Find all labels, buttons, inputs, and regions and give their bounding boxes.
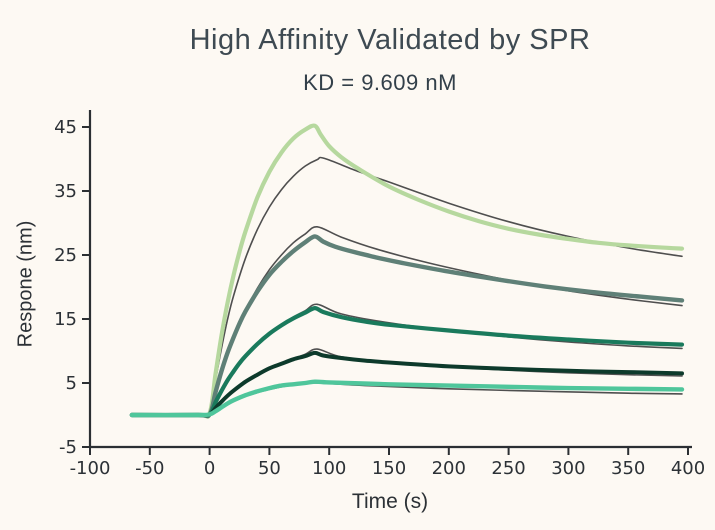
series-trace-1	[129, 123, 685, 419]
x-tick-label: 200	[432, 458, 466, 479]
series-trace-4	[129, 350, 684, 418]
y-tick-label: 25	[54, 245, 77, 266]
y-tick-label: -5	[59, 437, 77, 458]
series-fit-3	[208, 303, 683, 416]
series-trace-2	[129, 234, 685, 419]
x-tick-label: 300	[551, 458, 585, 479]
x-tick-label: 100	[312, 458, 346, 479]
x-tick-label: 50	[258, 458, 281, 479]
series-trace-3	[129, 306, 685, 418]
x-tick-label: 150	[372, 458, 406, 479]
axes	[88, 110, 692, 449]
tick-marks: -100 -50 0 50 100 150 200 250 300 350 400 -5 5 15 25 35…	[54, 117, 705, 479]
x-tick-label: 350	[611, 458, 645, 479]
series-fit-4	[208, 348, 683, 416]
x-tick-label: 0	[204, 458, 215, 479]
x-tick-label: 400	[671, 458, 705, 479]
x-tick-label: -100	[70, 458, 111, 479]
x-tick-label: -50	[135, 458, 164, 479]
x-axis-label: Time (s)	[351, 490, 429, 513]
y-tick-label: 15	[54, 309, 77, 330]
y-tick-label: 5	[66, 373, 77, 394]
chart-subtitle: KD = 9.609 nM	[303, 70, 457, 95]
x-tick-label: 250	[491, 458, 525, 479]
chart-title: High Affinity Validated by SPR	[189, 24, 591, 56]
series-trace-5	[129, 379, 685, 418]
series-fit-1	[208, 156, 683, 416]
y-tick-label: 45	[54, 117, 77, 138]
y-tick-label: 35	[54, 181, 77, 202]
series-curves	[129, 123, 685, 419]
